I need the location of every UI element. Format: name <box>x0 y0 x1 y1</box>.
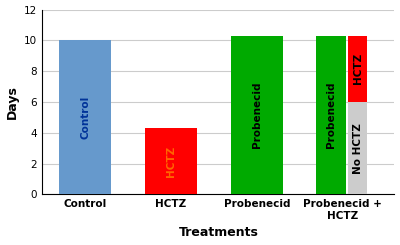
Bar <box>348 102 367 195</box>
Text: No HCTZ: No HCTZ <box>353 123 363 174</box>
Text: HCTZ: HCTZ <box>166 146 176 177</box>
Text: Probenecid: Probenecid <box>326 82 336 148</box>
Bar <box>231 36 283 195</box>
Text: Control: Control <box>80 96 90 139</box>
Bar <box>145 128 197 195</box>
Bar <box>348 36 367 102</box>
Text: HCTZ: HCTZ <box>353 53 363 85</box>
Bar <box>60 40 111 195</box>
X-axis label: Treatments: Treatments <box>178 226 258 239</box>
Text: Probenecid: Probenecid <box>252 82 262 148</box>
Y-axis label: Days: Days <box>6 85 18 119</box>
Bar <box>316 36 346 195</box>
